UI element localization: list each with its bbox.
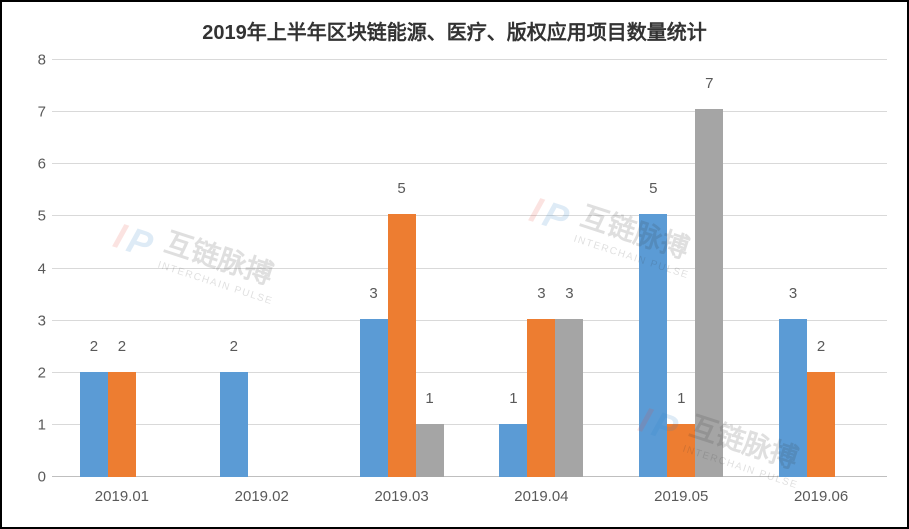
y-tick-label: 1 — [22, 416, 46, 433]
bar — [807, 372, 835, 477]
bar-value-label: 5 — [633, 180, 673, 197]
bar-value-label: 3 — [773, 285, 813, 302]
bar-value-label: 2 — [102, 338, 142, 355]
y-tick-label: 6 — [22, 156, 46, 173]
x-tick-label: 2019.03 — [374, 488, 428, 505]
x-tick-label: 2019.05 — [654, 488, 708, 505]
gridline — [52, 268, 887, 269]
plot-area: 0123456782019.01222019.0222019.033512019… — [52, 60, 887, 477]
gridline — [52, 424, 887, 425]
bar — [108, 372, 136, 477]
y-tick-label: 0 — [22, 469, 46, 486]
bar — [639, 214, 667, 477]
y-tick-label: 5 — [22, 208, 46, 225]
gridline — [52, 111, 887, 112]
y-tick-label: 8 — [22, 52, 46, 69]
bar — [80, 372, 108, 477]
bar-value-label: 5 — [382, 180, 422, 197]
chart-title: 2019年上半年区块链能源、医疗、版权应用项目数量统计 — [2, 2, 907, 49]
bar-value-label: 1 — [410, 390, 450, 407]
bar — [555, 319, 583, 477]
x-tick-label: 2019.01 — [95, 488, 149, 505]
bar-value-label: 2 — [214, 338, 254, 355]
x-tick-label: 2019.02 — [235, 488, 289, 505]
bar — [667, 424, 695, 477]
bar — [416, 424, 444, 477]
y-tick-label: 4 — [22, 260, 46, 277]
gridline — [52, 372, 887, 373]
gridline — [52, 215, 887, 216]
gridline — [52, 59, 887, 60]
bar — [527, 319, 555, 477]
bar — [220, 372, 248, 477]
gridline — [52, 320, 887, 321]
bar-value-label: 3 — [549, 285, 589, 302]
y-tick-label: 3 — [22, 312, 46, 329]
y-tick-label: 7 — [22, 104, 46, 121]
x-tick-label: 2019.06 — [794, 488, 848, 505]
gridline — [52, 476, 887, 477]
chart-container: 2019年上半年区块链能源、医疗、版权应用项目数量统计 0 1 2 3 4 5 6 7 8 201… — [0, 0, 909, 529]
bar — [388, 214, 416, 477]
bar — [499, 424, 527, 477]
bar — [695, 109, 723, 477]
x-tick-label: 2019.04 — [514, 488, 568, 505]
gridline — [52, 163, 887, 164]
y-tick-label: 2 — [22, 364, 46, 381]
bar-value-label: 7 — [689, 75, 729, 92]
bar — [360, 319, 388, 477]
bar-value-label: 2 — [801, 338, 841, 355]
